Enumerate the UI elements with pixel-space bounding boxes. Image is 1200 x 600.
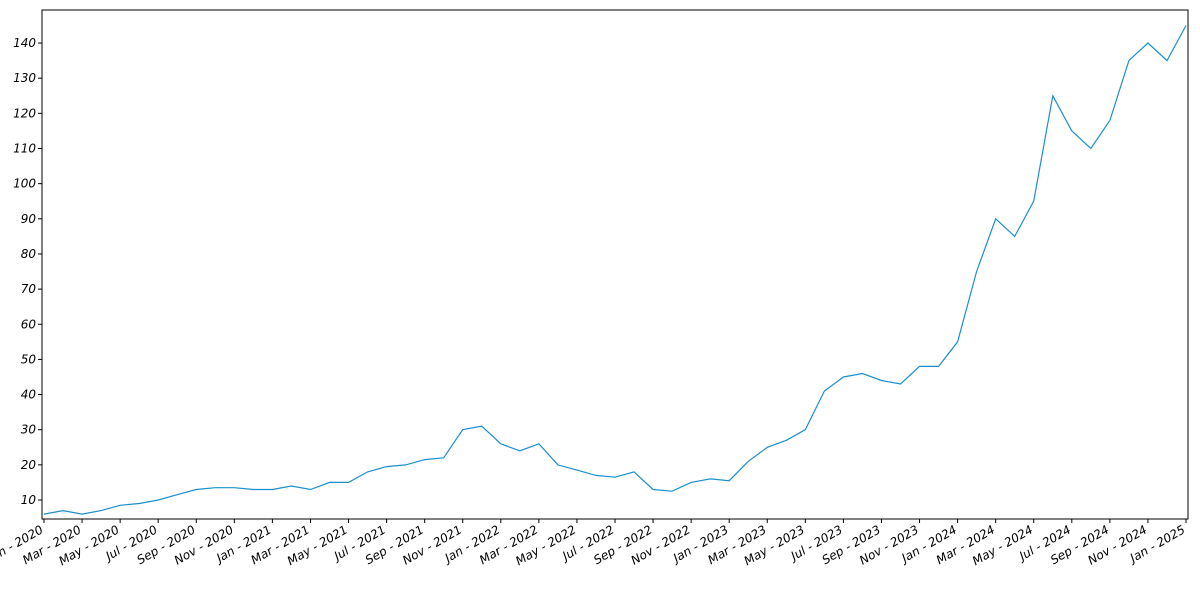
y-tick-label: 120	[13, 106, 36, 120]
y-tick-label: 50	[21, 352, 37, 366]
y-tick-label: 20	[21, 458, 37, 472]
y-tick-label: 40	[21, 388, 37, 402]
y-tick-label: 10	[21, 493, 37, 507]
y-tick-label: 140	[13, 36, 36, 50]
y-tick-label: 90	[21, 212, 37, 226]
y-tick-label: 100	[13, 177, 36, 191]
y-tick-label: 130	[13, 71, 36, 85]
y-tick-label: 110	[13, 141, 36, 155]
y-tick-label: 30	[21, 423, 37, 437]
y-tick-label: 60	[21, 317, 37, 331]
price-line	[43, 25, 1187, 515]
y-tick-label: 70	[21, 282, 37, 296]
y-tick-label: 80	[21, 247, 37, 261]
plot-frame	[41, 9, 1189, 520]
